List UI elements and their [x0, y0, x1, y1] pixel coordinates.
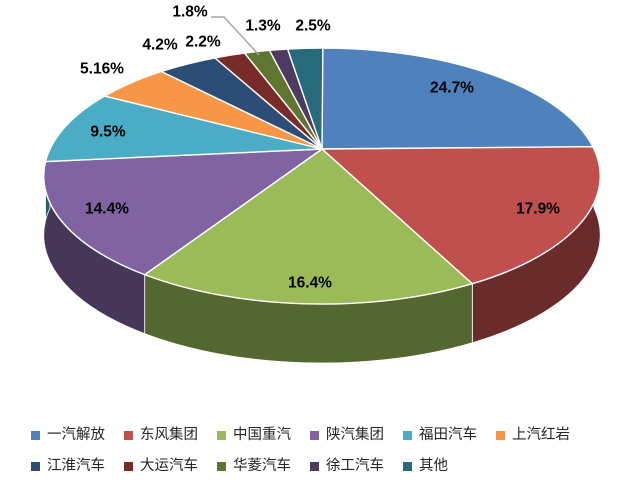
pie-slice-0: [321, 47, 594, 150]
legend-item-4: 福田汽车: [403, 426, 477, 444]
pie-slice-2: [143, 148, 474, 305]
legend-swatch-4: [403, 430, 412, 440]
slice-value-label-5: 5.16%: [80, 61, 124, 78]
legend-row-2: 江淮汽车 大运汽车 华菱汽车 徐工汽车 其他: [31, 457, 643, 475]
legend-item-5: 上汽红岩: [496, 426, 570, 444]
legend-swatch-8: [217, 461, 226, 471]
legend-label-2: 中国重汽: [233, 427, 291, 443]
legend-swatch-9: [310, 461, 319, 471]
legend-swatch-5: [496, 430, 505, 440]
pie-slice-4: [44, 95, 323, 163]
slice-value-label-7: 2.2%: [185, 34, 221, 51]
legend-item-9: 徐工汽车: [310, 457, 384, 475]
legend-label-5: 上汽红岩: [512, 427, 570, 443]
leader-line: [211, 16, 260, 56]
slice-value-label-3: 14.4%: [85, 201, 129, 218]
legend-label-4: 福田汽车: [419, 427, 477, 443]
legend-item-2: 中国重汽: [217, 426, 291, 444]
legend-item-10: 其他: [403, 457, 448, 475]
legend-item-1: 东风集团: [124, 426, 198, 444]
slice-value-label-8: 1.8%: [172, 4, 208, 21]
slice-value-label-4: 9.5%: [90, 124, 126, 141]
pie-slice-1: [321, 146, 601, 285]
legend-item-0: 一汽解放: [31, 426, 105, 444]
legend-item-8: 华菱汽车: [217, 457, 291, 475]
legend-label-0: 一汽解放: [47, 427, 105, 443]
legend-swatch-1: [124, 430, 133, 440]
legend-label-1: 东风集团: [140, 427, 198, 443]
legend-item-3: 陕汽集团: [310, 426, 384, 444]
leader-lines: [211, 16, 260, 56]
legend-label-9: 徐工汽车: [326, 458, 384, 474]
pie-slice-10: [286, 47, 324, 150]
legend-swatch-2: [217, 430, 226, 440]
legend-swatch-10: [403, 461, 412, 471]
legend-label-3: 陕汽集团: [326, 427, 384, 443]
legend-label-6: 江淮汽车: [47, 458, 105, 474]
pie-top-slices: [43, 47, 601, 305]
legend-label-10: 其他: [419, 458, 448, 474]
legend-swatch-3: [310, 430, 319, 440]
slice-value-label-9: 1.3%: [245, 18, 281, 35]
legend-swatch-7: [124, 461, 133, 471]
legend-swatch-6: [31, 461, 40, 471]
slice-value-label-10: 2.5%: [295, 18, 331, 35]
pie-slice-3: [43, 148, 323, 276]
slice-value-label-2: 16.4%: [288, 275, 332, 292]
slice-value-label-6: 4.2%: [142, 37, 178, 54]
legend-row-1: 一汽解放 东风集团 中国重汽 陕汽集团 福田汽车 上汽红岩: [31, 426, 643, 444]
slice-value-labels: 24.7% 17.9% 16.4% 14.4% 9.5% 5.16% 4.2% 2.2% 1.8…: [80, 4, 560, 292]
legend-label-7: 大运汽车: [140, 458, 198, 474]
slice-value-label-0: 24.7%: [430, 80, 474, 97]
legend-swatch-0: [31, 430, 40, 440]
legend-item-7: 大运汽车: [124, 457, 198, 475]
legend-item-6: 江淮汽车: [31, 457, 105, 475]
legend-label-8: 华菱汽车: [233, 458, 291, 474]
legend: 一汽解放 东风集团 中国重汽 陕汽集团 福田汽车 上汽红岩江淮汽车 大运汽车 华菱汽车 徐工汽车…: [0, 426, 643, 475]
slice-value-label-1: 17.9%: [516, 201, 560, 218]
